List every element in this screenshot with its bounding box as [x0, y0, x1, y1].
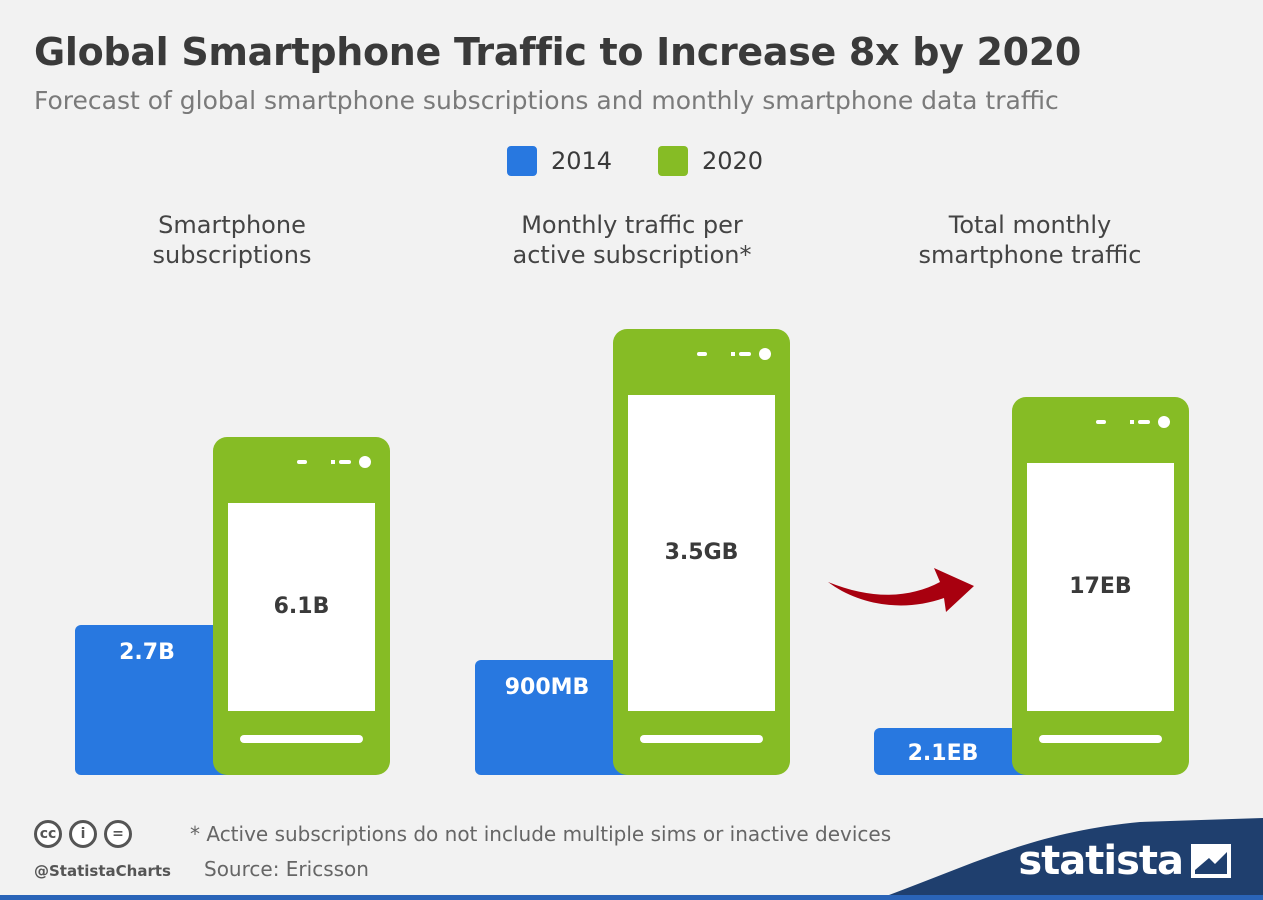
legend-swatch-2020 [658, 146, 688, 176]
cc-icon: cc [34, 820, 62, 848]
legend-label-2020: 2020 [702, 147, 764, 175]
category-label-line: Smartphone [158, 211, 306, 239]
legend-label-2014: 2014 [551, 147, 613, 175]
phone-screen [628, 395, 775, 711]
by-icon: i [69, 820, 97, 848]
category-label-line: Monthly traffic per [521, 211, 743, 239]
phone-dot-icon [731, 352, 735, 356]
category-label-total-traffic: Total monthly smartphone traffic [880, 210, 1180, 270]
category-label-line: active subscription* [512, 241, 752, 269]
category-label-line: Total monthly [948, 211, 1112, 239]
phone-speaker-icon [297, 460, 307, 464]
category-label-traffic-per-sub: Monthly traffic per active subscription* [482, 210, 782, 270]
bar-2014-2 [874, 728, 1034, 775]
brand-name: statista [1018, 838, 1184, 884]
category-label-line: subscriptions [152, 241, 312, 269]
phone-slot-icon [1138, 420, 1150, 424]
phone-home-bar [1039, 735, 1162, 743]
phone-dot-icon [331, 460, 335, 464]
phone-camera-icon [1158, 416, 1170, 428]
phone-bar-2020-0 [213, 437, 390, 775]
legend-item-2014: 2014 [507, 146, 612, 176]
footnote: * Active subscriptions do not include mu… [190, 822, 892, 846]
legend: 2014 2020 [0, 146, 1263, 180]
bar-2014-1 [475, 660, 635, 775]
footer-baseline [0, 895, 1263, 900]
category-label-line: smartphone traffic [918, 241, 1142, 269]
chart-subtitle: Forecast of global smartphone subscripti… [34, 86, 1059, 115]
footer-band [875, 818, 1263, 900]
phone-screen [1027, 463, 1174, 711]
twitter-handle: @StatistaCharts [34, 862, 171, 880]
source-note: Source: Ericsson [204, 857, 369, 881]
phone-camera-icon [759, 348, 771, 360]
bar-2014-0 [75, 625, 235, 775]
phone-bar-2020-1 [613, 329, 790, 775]
data-label-2020-1: 3.5GB [665, 540, 739, 565]
growth-arrow-icon [828, 568, 974, 612]
phone-slot-icon [739, 352, 751, 356]
phone-speaker-icon [697, 352, 707, 356]
phone-home-bar [640, 735, 763, 743]
chart-title: Global Smartphone Traffic to Increase 8x… [34, 30, 1082, 74]
data-label-2014-1: 900MB [505, 675, 590, 700]
category-label-subscriptions: Smartphone subscriptions [82, 210, 382, 270]
data-label-2014-0: 2.7B [119, 640, 175, 665]
data-label-2020-0: 6.1B [274, 594, 330, 619]
phone-dot-icon [1130, 420, 1134, 424]
phone-home-bar [240, 735, 363, 743]
license-icons: cc i = [34, 820, 139, 848]
phone-bar-2020-2 [1012, 397, 1189, 775]
legend-swatch-2014 [507, 146, 537, 176]
data-label-2020-2: 17EB [1069, 574, 1131, 599]
phone-speaker-icon [1096, 420, 1106, 424]
phone-camera-icon [359, 456, 371, 468]
data-label-2014-2: 2.1EB [908, 741, 979, 766]
nd-icon: = [104, 820, 132, 848]
phone-slot-icon [339, 460, 351, 464]
phone-screen [228, 503, 375, 711]
statista-logo-icon [1191, 844, 1231, 878]
statista-brand[interactable]: statista [1018, 838, 1231, 884]
legend-item-2020: 2020 [658, 146, 763, 176]
